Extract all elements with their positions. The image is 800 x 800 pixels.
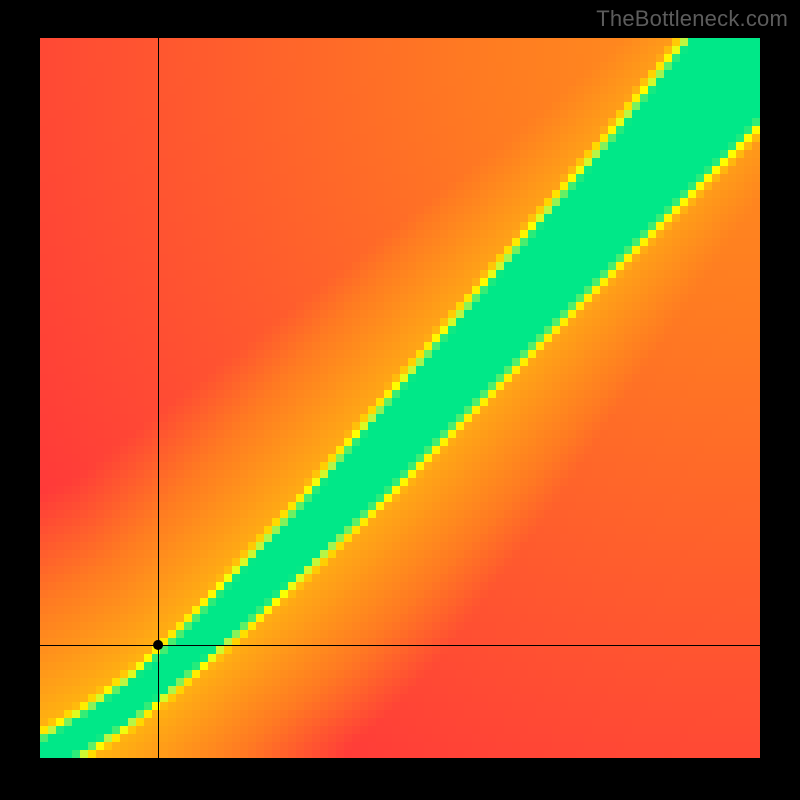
watermark-label: TheBottleneck.com — [596, 6, 788, 32]
chart-frame: TheBottleneck.com — [0, 0, 800, 800]
bottleneck-heatmap — [40, 38, 760, 758]
